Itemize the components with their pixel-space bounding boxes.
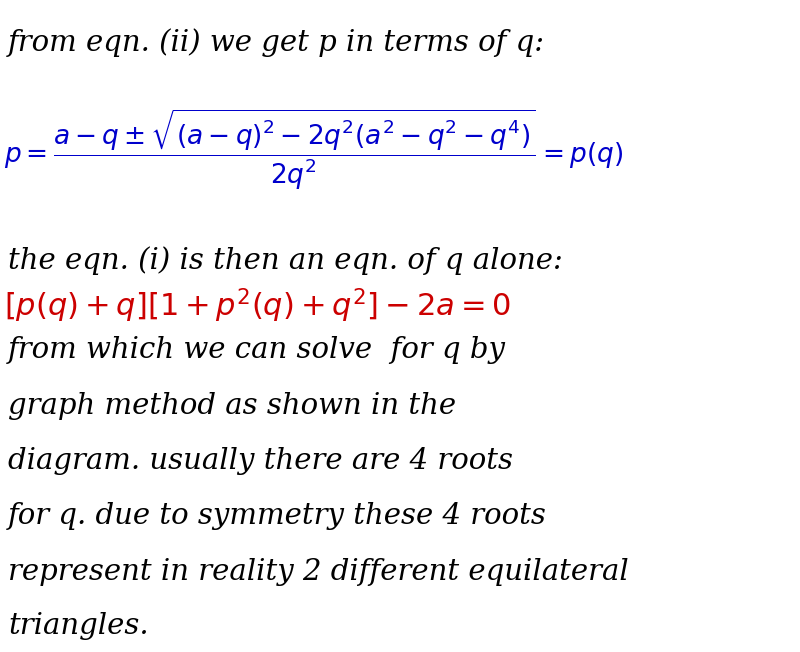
Text: from which we can solve  for q by: from which we can solve for q by xyxy=(8,336,506,364)
Text: represent in reality 2 different equilateral: represent in reality 2 different equilat… xyxy=(8,558,629,585)
Text: for q. due to symmetry these 4 roots: for q. due to symmetry these 4 roots xyxy=(8,503,547,530)
Text: $p=\dfrac{a-q\pm\sqrt{(a-q)^2-2q^2(a^2-q^2-q^4)}}{2q^2}=p(q)$: $p=\dfrac{a-q\pm\sqrt{(a-q)^2-2q^2(a^2-q… xyxy=(4,108,623,192)
Text: graph method as shown in the: graph method as shown in the xyxy=(8,392,456,419)
Text: from eqn. (ii) we get p in terms of q:: from eqn. (ii) we get p in terms of q: xyxy=(8,28,545,57)
Text: $[p(q)+q][1+p^2(q)+q^2]-2a=0$: $[p(q)+q][1+p^2(q)+q^2]-2a=0$ xyxy=(4,286,511,325)
Text: triangles.: triangles. xyxy=(8,612,149,640)
Text: the eqn. (i) is then an eqn. of q alone:: the eqn. (i) is then an eqn. of q alone: xyxy=(8,246,563,275)
Text: diagram. usually there are 4 roots: diagram. usually there are 4 roots xyxy=(8,447,513,475)
